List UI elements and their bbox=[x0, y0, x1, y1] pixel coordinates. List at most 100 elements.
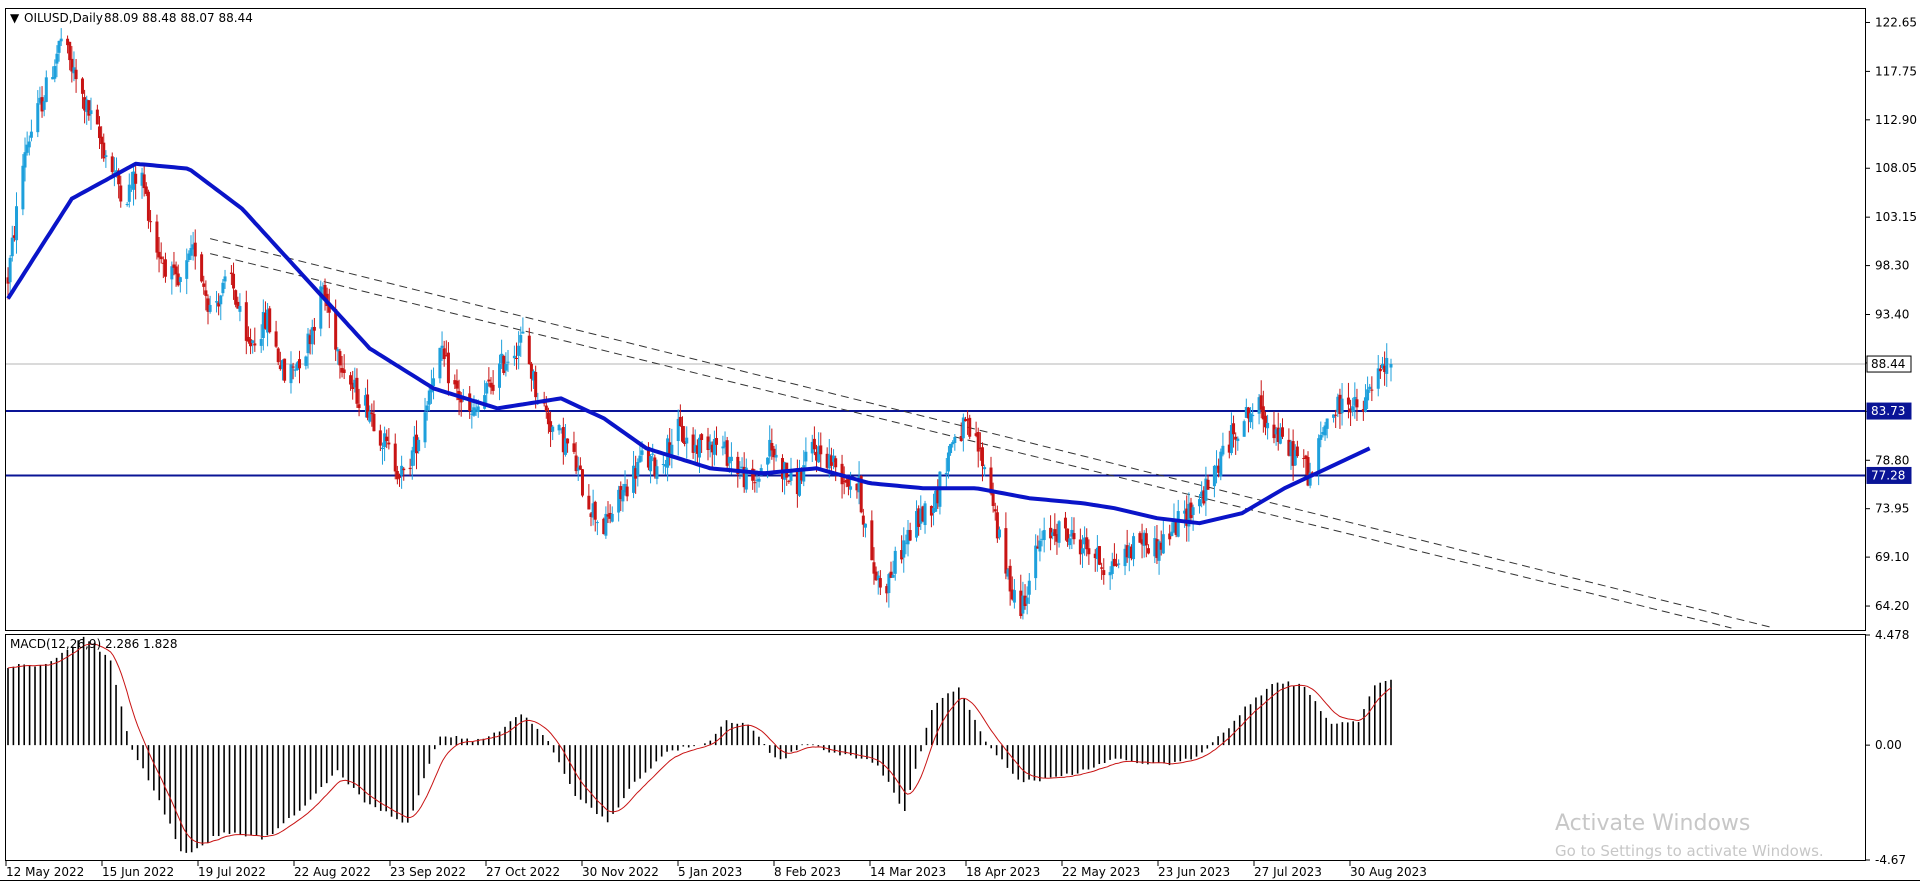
bearish-candle bbox=[455, 380, 459, 389]
bullish-candle bbox=[949, 443, 953, 454]
bearish-candle bbox=[936, 489, 940, 504]
bullish-candle bbox=[632, 465, 636, 493]
bullish-candle bbox=[604, 513, 608, 536]
bearish-candle bbox=[74, 69, 78, 80]
bullish-candle bbox=[906, 529, 910, 545]
bearish-candle bbox=[491, 384, 495, 391]
bearish-candle bbox=[1023, 595, 1027, 606]
bearish-candle bbox=[117, 170, 121, 185]
bearish-candle bbox=[959, 436, 963, 442]
bearish-candle bbox=[1338, 394, 1342, 414]
bearish-candle bbox=[102, 142, 106, 159]
bearish-candle bbox=[846, 479, 850, 487]
bearish-candle bbox=[1146, 548, 1150, 554]
bearish-candle bbox=[236, 301, 240, 309]
bearish-candle bbox=[691, 434, 695, 453]
time-tick-label: 30 Aug 2023 bbox=[1350, 865, 1427, 879]
dropdown-icon[interactable]: ▼ bbox=[10, 11, 20, 25]
bullish-candle bbox=[1257, 397, 1261, 414]
time-tick-label: 22 Aug 2022 bbox=[294, 865, 371, 879]
bullish-candle bbox=[944, 472, 948, 475]
bullish-candle bbox=[1340, 398, 1344, 414]
bullish-candle bbox=[170, 266, 174, 280]
time-axis: 12 May 2022 15 Jun 2022 19 Jul 2022 22 Aug … bbox=[5, 860, 1427, 879]
bullish-candle bbox=[295, 362, 299, 371]
descending-trendline[interactable] bbox=[210, 238, 1775, 629]
macd-label: MACD(12,26,9) 2.286 1.828 bbox=[10, 637, 177, 651]
bullish-candle bbox=[827, 454, 831, 469]
activate-windows-subtitle: Go to Settings to activate Windows. bbox=[1555, 842, 1824, 860]
bullish-candle bbox=[551, 426, 555, 432]
bearish-candle bbox=[859, 475, 863, 513]
bearish-candle bbox=[176, 273, 180, 286]
bearish-candle bbox=[889, 571, 893, 578]
bullish-candle bbox=[1389, 364, 1393, 368]
bearish-candle bbox=[572, 443, 576, 452]
bullish-candle bbox=[189, 247, 193, 256]
bearish-candle bbox=[527, 335, 531, 365]
bearish-candle bbox=[787, 480, 791, 482]
bullish-candle bbox=[1038, 540, 1042, 552]
bullish-candle bbox=[51, 77, 55, 80]
bearish-candle bbox=[68, 41, 72, 61]
bearish-candle bbox=[351, 382, 355, 390]
bearish-candle bbox=[834, 458, 838, 468]
bearish-candle bbox=[163, 259, 167, 277]
bearish-candle bbox=[408, 467, 412, 470]
horizontal-levels[interactable] bbox=[6, 363, 1865, 477]
bearish-candle bbox=[870, 520, 874, 561]
bearish-candle bbox=[415, 434, 419, 454]
bearish-candle bbox=[357, 404, 361, 409]
trendlines[interactable] bbox=[210, 238, 1775, 629]
bullish-candle bbox=[1308, 472, 1312, 486]
bearish-candle bbox=[1349, 408, 1353, 413]
bearish-candle bbox=[232, 273, 236, 289]
price-tag bbox=[1866, 402, 1912, 420]
activate-windows-title: Activate Windows bbox=[1555, 811, 1750, 836]
price-tag-label: 83.73 bbox=[1871, 404, 1905, 418]
bearish-candle bbox=[1259, 395, 1263, 410]
bullish-candle bbox=[187, 253, 191, 261]
time-tick-label: 27 Jul 2023 bbox=[1254, 865, 1322, 879]
bearish-candle bbox=[929, 505, 933, 516]
bearish-candle bbox=[1055, 534, 1059, 542]
symbol-label: OILUSD,Daily bbox=[24, 11, 103, 25]
price-tag-label: 77.28 bbox=[1871, 468, 1905, 482]
price-tick-label: 73.95 bbox=[1875, 502, 1909, 516]
bearish-candle bbox=[12, 235, 16, 238]
bullish-candle bbox=[610, 513, 614, 522]
bullish-candle bbox=[1025, 597, 1029, 604]
bullish-candle bbox=[36, 103, 40, 133]
bearish-candle bbox=[1140, 539, 1144, 545]
bearish-candle bbox=[312, 326, 316, 331]
bullish-candle bbox=[623, 483, 627, 493]
bullish-candle bbox=[289, 364, 293, 384]
bullish-candle bbox=[440, 345, 444, 348]
bearish-candle bbox=[119, 185, 123, 202]
bearish-candle bbox=[1304, 455, 1308, 459]
descending-trendline[interactable] bbox=[210, 253, 1732, 629]
bullish-candle bbox=[223, 276, 227, 282]
time-tick-label: 27 Oct 2022 bbox=[486, 865, 560, 879]
bullish-candle bbox=[432, 378, 436, 387]
bullish-candle bbox=[1219, 451, 1223, 477]
bullish-candle bbox=[38, 97, 42, 103]
bearish-candle bbox=[1346, 397, 1350, 405]
bullish-candle bbox=[1083, 537, 1087, 545]
bullish-candle bbox=[1317, 438, 1321, 475]
bearish-candle bbox=[40, 97, 44, 112]
macd-histogram bbox=[7, 636, 1392, 853]
bearish-candle bbox=[244, 302, 248, 341]
bearish-candle bbox=[529, 363, 533, 379]
bullish-candle bbox=[319, 286, 323, 329]
bearish-candle bbox=[378, 430, 382, 446]
bullish-candle bbox=[44, 77, 48, 102]
bearish-candle bbox=[593, 501, 597, 520]
bearish-candle bbox=[1206, 479, 1210, 490]
bearish-candle bbox=[963, 419, 967, 422]
bearish-candle bbox=[780, 458, 784, 479]
bullish-candle bbox=[1376, 368, 1380, 389]
bullish-candle bbox=[1251, 414, 1255, 417]
bullish-candle bbox=[363, 395, 367, 406]
